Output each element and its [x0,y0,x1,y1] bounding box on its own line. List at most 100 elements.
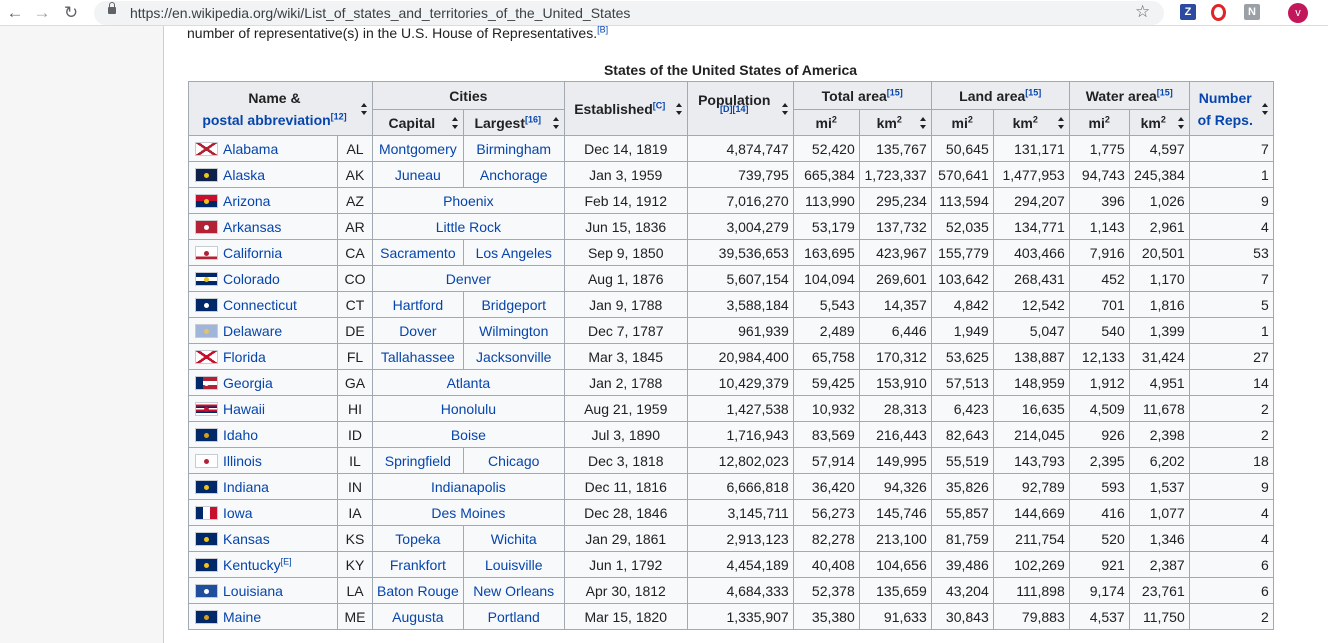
arkansas-flag-icon[interactable] [195,219,218,234]
kentucky-flag-icon[interactable] [195,557,218,572]
header-land-km2[interactable]: km2 [992,109,1070,136]
bookmark-star-icon[interactable]: ☆ [1135,2,1151,21]
capital-link[interactable]: Dover [399,322,437,339]
capital-link[interactable]: Augusta [392,608,444,625]
capital-link[interactable]: Tallahassee [380,348,455,365]
state-name-link[interactable]: Colorado [223,270,280,287]
header-capital[interactable]: Capital [372,109,464,136]
sort-icon[interactable] [781,102,788,115]
state-name-link[interactable]: Kansas [223,530,270,547]
capital-link[interactable]: Baton Rouge [377,582,459,599]
largest-city-link[interactable]: Chicago [488,452,540,469]
capital-link[interactable]: Frankfort [389,556,446,573]
capital-link[interactable]: Topeka [395,530,441,547]
state-name-link[interactable]: Maine [223,608,262,625]
header-reps[interactable]: Number of Reps. [1188,81,1274,136]
largest-city-link[interactable]: Portland [487,608,540,625]
capital-link[interactable]: Denver [445,270,491,287]
maine-flag-icon[interactable] [195,609,218,624]
louisiana-flag-icon[interactable] [195,583,218,598]
header-name-link[interactable]: postal abbreviation [202,111,331,128]
state-name-ref[interactable]: [E] [280,555,292,566]
largest-city-link[interactable]: Bridgeport [481,296,547,313]
kansas-flag-icon[interactable] [195,531,218,546]
state-name-link[interactable]: Alabama [223,140,279,157]
sort-icon[interactable] [361,102,367,115]
state-name-link[interactable]: Georgia [223,374,273,391]
state-name-link[interactable]: Arizona [223,192,271,209]
largest-city-link[interactable]: Wichita [490,530,537,547]
extension-z-icon[interactable]: Z [1180,4,1196,20]
state-name-link[interactable]: Arkansas [223,218,282,235]
sort-icon[interactable] [919,116,926,129]
capital-link[interactable]: Little Rock [435,218,502,235]
header-land-area-ref[interactable]: [15] [1025,86,1042,97]
florida-flag-icon[interactable] [195,349,218,364]
intro-ref[interactable]: [B] [597,24,609,35]
sort-icon[interactable] [552,116,559,129]
colorado-flag-icon[interactable] [195,271,218,286]
capital-link[interactable]: Honolulu [440,400,496,417]
header-water-mi2[interactable]: mi2 [1068,109,1130,136]
header-largest-ref[interactable]: [16] [525,113,542,124]
idaho-flag-icon[interactable] [195,427,218,442]
state-name-link[interactable]: Delaware [223,322,283,339]
largest-city-link[interactable]: New Orleans [473,582,555,599]
forward-arrow-icon[interactable]: → [33,3,51,22]
capital-link[interactable]: Des Moines [431,504,506,521]
capital-link[interactable]: Springfield [384,452,451,469]
arizona-flag-icon[interactable] [195,193,218,208]
reload-icon[interactable]: ↻ [63,3,79,22]
header-water-km2[interactable]: km2 [1128,109,1190,136]
state-name-link[interactable]: California [223,244,283,261]
state-name-link[interactable]: Illinois [223,452,262,469]
sort-icon[interactable] [675,102,682,115]
capital-link[interactable]: Juneau [394,166,441,183]
alaska-flag-icon[interactable] [195,167,218,182]
largest-city-link[interactable]: Anchorage [479,166,548,183]
state-name-link[interactable]: Connecticut [223,296,297,313]
sort-icon[interactable] [1177,116,1184,129]
header-reps-line2[interactable]: of Reps. [1197,111,1253,128]
header-population-ref[interactable]: [D][14] [719,103,749,114]
header-population[interactable]: Population [D][14] [686,81,794,136]
header-water-area-ref[interactable]: [15] [1156,86,1173,97]
largest-city-link[interactable]: Louisville [484,556,543,573]
hawaii-flag-icon[interactable] [195,401,218,416]
connecticut-flag-icon[interactable] [195,297,218,312]
largest-city-link[interactable]: Los Angeles [475,244,552,261]
state-name-link[interactable]: Indiana [223,478,269,495]
state-name-link[interactable]: Florida [223,348,266,365]
indiana-flag-icon[interactable] [195,479,218,494]
extension-n-icon[interactable]: N [1244,4,1260,20]
header-name[interactable]: Name & postal abbreviation[12] [188,81,373,136]
state-name-link[interactable]: Kentucky [223,556,281,573]
sort-icon[interactable] [1057,116,1064,129]
header-land-mi2[interactable]: mi2 [930,109,994,136]
sort-icon[interactable] [1261,102,1268,115]
california-flag-icon[interactable] [195,245,218,260]
state-name-link[interactable]: Idaho [223,426,259,443]
georgia-flag-icon[interactable] [195,375,218,390]
capital-link[interactable]: Atlanta [446,374,491,391]
largest-city-link[interactable]: Jacksonville [475,348,552,365]
capital-link[interactable]: Boise [450,426,486,443]
largest-city-link[interactable]: Wilmington [479,322,549,339]
header-name-ref[interactable]: [12] [330,110,347,121]
header-total-mi2[interactable]: mi2 [792,109,860,136]
capital-link[interactable]: Indianapolis [431,478,506,495]
alabama-flag-icon[interactable] [195,141,218,156]
largest-city-link[interactable]: Birmingham [476,140,552,157]
state-name-link[interactable]: Louisiana [223,582,283,599]
iowa-flag-icon[interactable] [195,505,218,520]
state-name-link[interactable]: Alaska [223,166,266,183]
sort-icon[interactable] [451,116,458,129]
illinois-flag-icon[interactable] [195,453,218,468]
address-bar[interactable]: https://en.wikipedia.org/wiki/List_of_st… [94,1,1164,25]
header-total-area-ref[interactable]: [15] [886,86,903,97]
back-arrow-icon[interactable]: ← [6,3,24,22]
state-name-link[interactable]: Hawaii [223,400,266,417]
opera-extension-icon[interactable] [1211,4,1226,21]
state-name-link[interactable]: Iowa [223,504,253,521]
delaware-flag-icon[interactable] [195,323,218,338]
